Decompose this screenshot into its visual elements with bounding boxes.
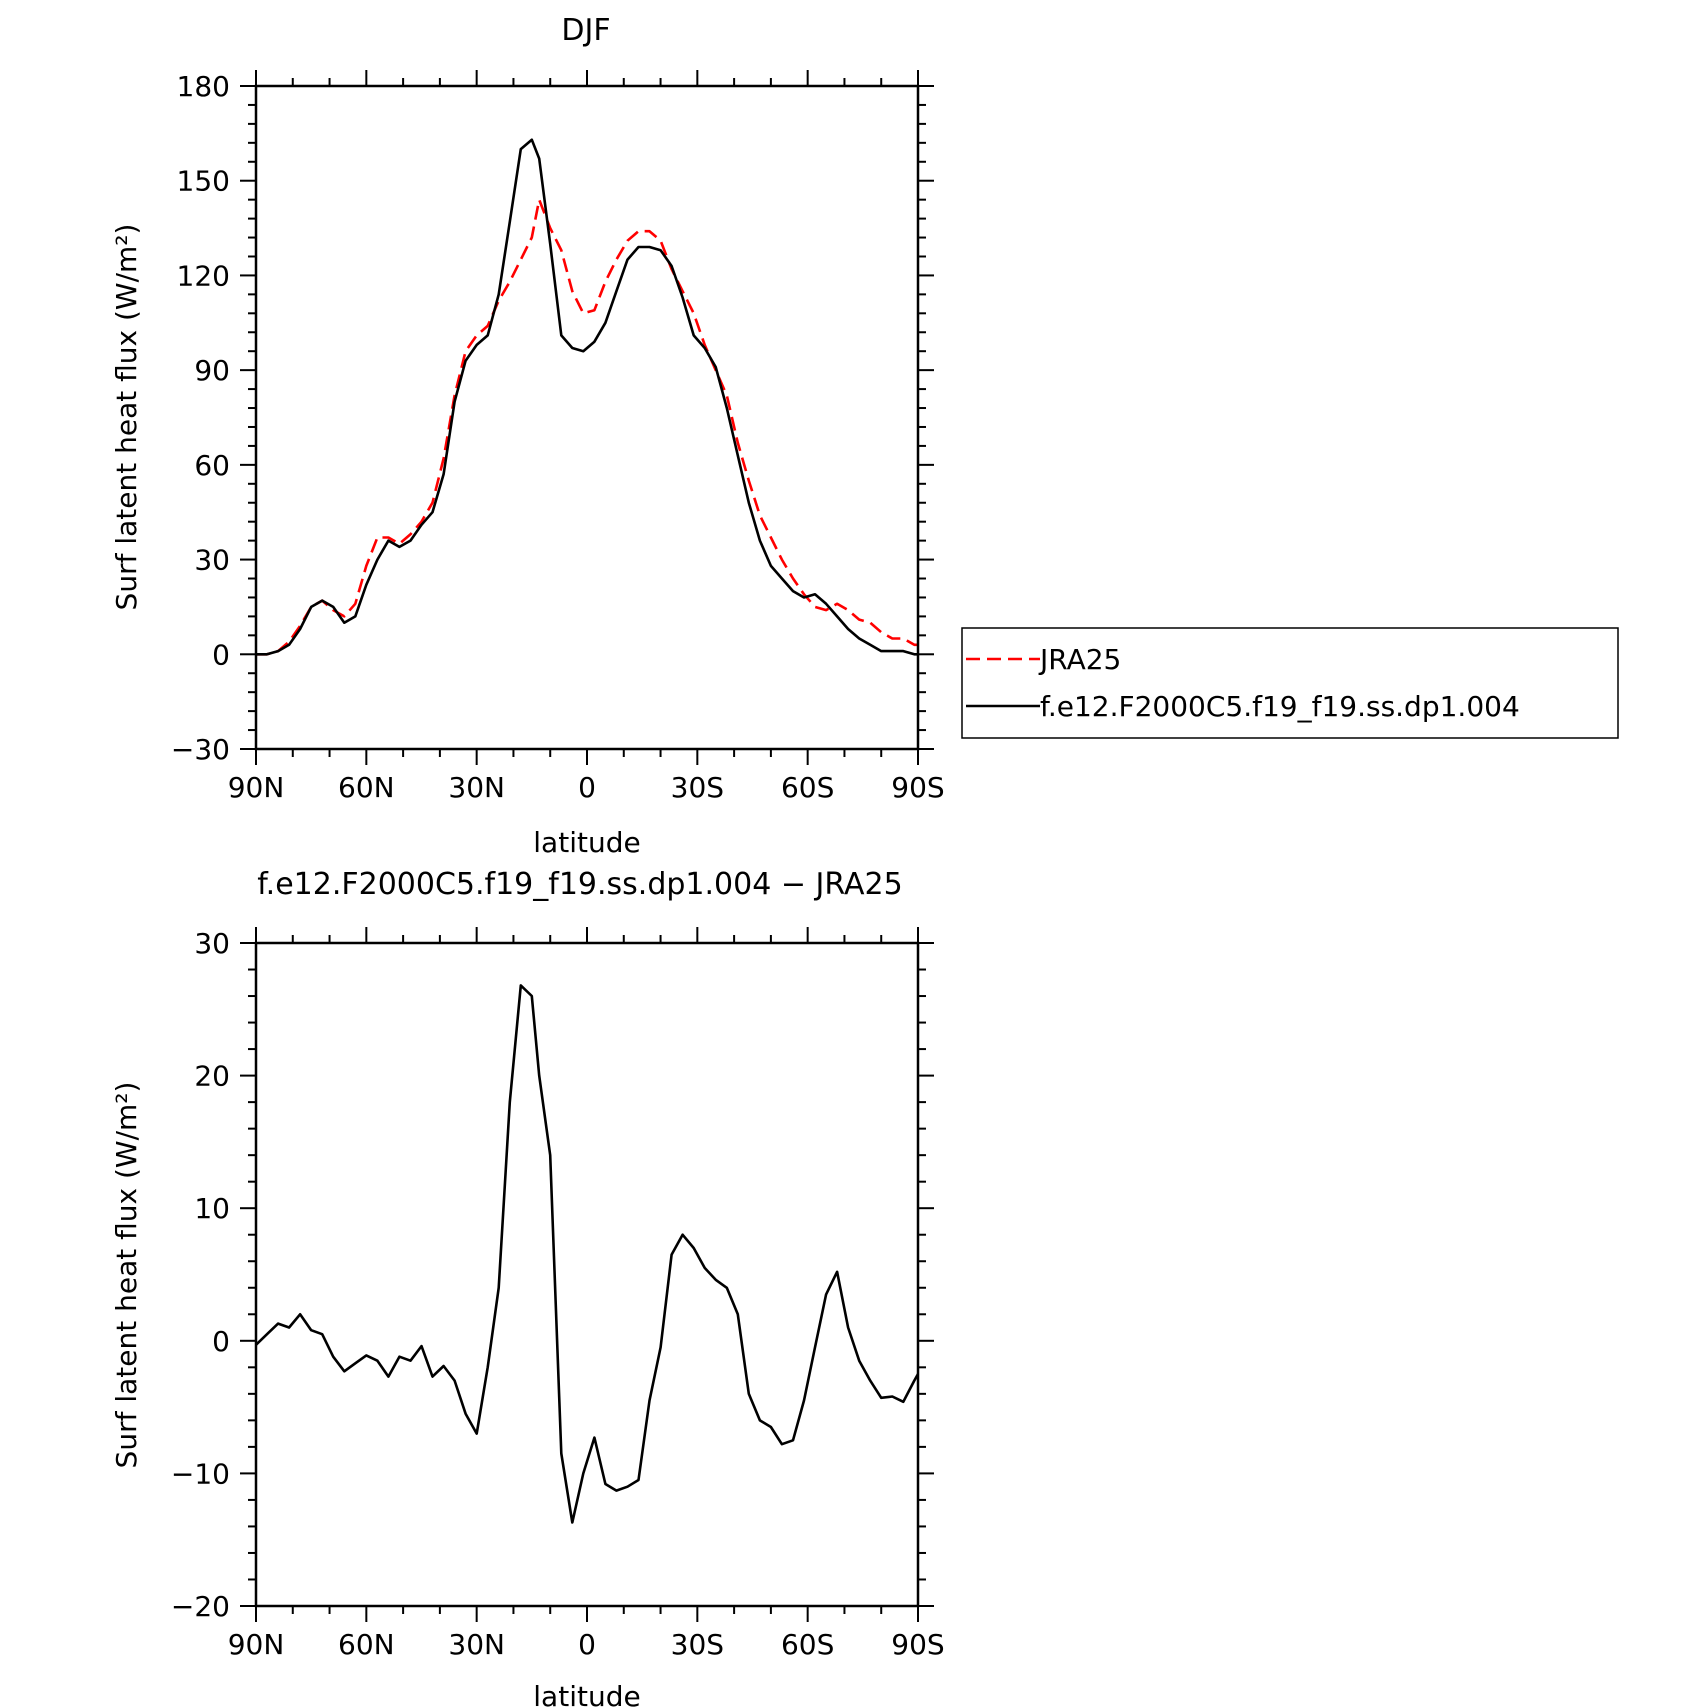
panel-top: DJF −30 0 30 60 90 120 150 180 90N 60N 30N 0 30S 60S… [110, 13, 1619, 859]
top-x-tick-label: 60N [338, 771, 395, 804]
bot-x-tick-label: 30S [671, 1628, 724, 1661]
bottom-y-axis-label: Surf latent heat flux (W/m²) [110, 1082, 143, 1469]
legend-label-jra25: JRA25 [1038, 643, 1121, 676]
bot-y-tick-label: 30 [194, 927, 230, 960]
top-x-tick-label: 90N [228, 771, 285, 804]
top-x-tick-label: 60S [781, 771, 834, 804]
bottom-x-axis-label: latitude [533, 1680, 640, 1708]
bot-x-tick-label: 90N [228, 1628, 285, 1661]
top-series-group [256, 138, 918, 656]
bot-series-line-0 [255, 984, 920, 1524]
bot-y-tick-label: 10 [194, 1192, 230, 1225]
top-y-tick-label: 0 [212, 638, 230, 671]
top-y-tick-label: 120 [177, 259, 230, 292]
top-series-line-1 [256, 138, 918, 656]
bot-x-tick-label: 0 [578, 1628, 596, 1661]
bot-y-tick-label: 20 [194, 1060, 230, 1093]
top-series-line-0 [256, 198, 918, 656]
top-plot-frame [254, 84, 920, 751]
bot-x-tick-label: 90S [891, 1628, 944, 1661]
bot-y-tick-label: −10 [171, 1457, 230, 1490]
top-chart-title: DJF [561, 13, 610, 48]
top-x-tick-label: 0 [578, 771, 596, 804]
bot-x-tick-label: 60S [781, 1628, 834, 1661]
top-x-tick-label: 30N [448, 771, 505, 804]
top-y-tick-label: 60 [194, 449, 230, 482]
legend-label-model: f.e12.F2000C5.f19_f19.ss.dp1.004 [1040, 690, 1520, 723]
legend: JRA25 f.e12.F2000C5.f19_f19.ss.dp1.004 [961, 627, 1619, 739]
top-x-axis-label: latitude [533, 826, 640, 859]
legend-box [961, 627, 1619, 739]
bottom-y-axis: −20 −10 0 10 20 30 [171, 927, 934, 1623]
bottom-chart-title: f.e12.F2000C5.f19_f19.ss.dp1.004 − JRA25 [257, 867, 902, 902]
top-y-tick-label: 30 [194, 544, 230, 577]
top-x-tick-label: 90S [891, 771, 944, 804]
top-y-tick-label: 90 [194, 354, 230, 387]
top-y-axis-label: Surf latent heat flux (W/m²) [110, 224, 143, 611]
bot-y-tick-label: −20 [171, 1590, 230, 1623]
top-y-axis: −30 0 30 60 90 120 150 180 [171, 70, 934, 766]
top-y-tick-label: 180 [177, 70, 230, 103]
panel-bottom: f.e12.F2000C5.f19_f19.ss.dp1.004 − JRA25… [110, 867, 945, 1708]
bottom-series-group [255, 984, 920, 1524]
bottom-plot-frame [254, 941, 920, 1608]
bot-y-tick-label: 0 [212, 1325, 230, 1358]
bot-x-tick-label: 30N [448, 1628, 505, 1661]
top-x-axis: 90N 60N 30N 0 30S 60S 90S [228, 70, 945, 804]
bot-x-tick-label: 60N [338, 1628, 395, 1661]
bottom-x-axis: 90N 60N 30N 0 30S 60S 90S [228, 927, 945, 1661]
top-y-tick-label: 150 [177, 165, 230, 198]
top-x-tick-label: 30S [671, 771, 724, 804]
top-y-tick-label: −30 [171, 733, 230, 766]
